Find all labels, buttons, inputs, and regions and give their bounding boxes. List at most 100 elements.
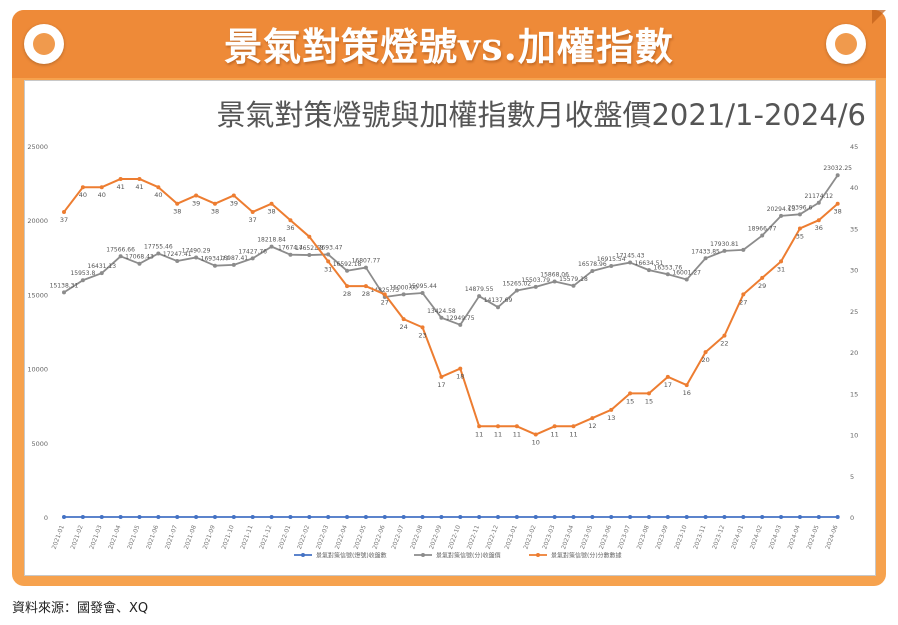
- x-tick-label: 2023-02: [522, 524, 537, 550]
- data-label: 31: [324, 265, 332, 273]
- x-tick-label: 2024-03: [768, 524, 783, 550]
- data-point: [420, 325, 425, 330]
- data-point: [703, 350, 708, 355]
- data-label: 20: [701, 356, 709, 364]
- data-point: [382, 515, 387, 519]
- data-label: 16578.96: [578, 261, 607, 268]
- data-point: [175, 201, 180, 206]
- x-tick-label: 2023-08: [636, 524, 651, 550]
- data-point: [137, 261, 142, 266]
- data-label: 14825.73: [370, 287, 399, 294]
- data-label: 18966.77: [748, 226, 777, 233]
- x-tick-label: 2023-01: [504, 524, 519, 550]
- data-label: 15095.44: [408, 283, 437, 290]
- data-label: 21174.12: [804, 193, 833, 200]
- series-line-2: [63, 174, 839, 326]
- circle-ornament-icon: [826, 24, 866, 64]
- y-left-tick-label: 10000: [27, 366, 48, 374]
- data-point: [401, 317, 406, 322]
- data-point: [118, 254, 123, 259]
- data-label: 29: [758, 282, 766, 290]
- data-point: [609, 263, 614, 268]
- data-point: [590, 416, 595, 421]
- data-label: 17755.46: [144, 244, 173, 251]
- y-left-tick-label: 15000: [27, 291, 48, 299]
- data-point: [496, 305, 501, 310]
- data-label: 18: [456, 373, 464, 381]
- data-point: [80, 278, 85, 283]
- data-point: [514, 288, 519, 293]
- data-label: 41: [135, 183, 143, 191]
- data-point: [175, 259, 180, 264]
- x-tick-label: 2022-04: [334, 524, 349, 550]
- data-label: 17: [664, 381, 672, 389]
- data-label: 17068.43: [125, 254, 154, 261]
- data-point: [156, 251, 161, 256]
- data-point: [571, 515, 576, 519]
- x-tick-label: 2024-02: [749, 524, 764, 550]
- x-tick-label: 2021-12: [258, 524, 273, 550]
- data-label: 35: [796, 232, 804, 240]
- data-point: [231, 515, 236, 519]
- data-point: [609, 407, 614, 412]
- x-tick-label: 2023-03: [541, 524, 556, 550]
- data-point: [665, 515, 670, 519]
- data-point: [684, 383, 689, 388]
- data-point: [439, 374, 444, 379]
- data-label: 11: [550, 430, 558, 438]
- y-right-tick-label: 0: [850, 514, 854, 522]
- x-tick-label: 2023-10: [673, 524, 688, 550]
- data-label: 12949.75: [446, 315, 475, 322]
- data-label: 36: [815, 224, 823, 232]
- data-point: [797, 515, 802, 519]
- data-label: 17674.4: [278, 245, 303, 252]
- data-point: [835, 173, 840, 178]
- data-label: 41: [116, 183, 124, 191]
- data-label: 16: [683, 389, 691, 397]
- data-label: 10: [532, 439, 540, 447]
- data-point: [307, 515, 312, 519]
- y-left-tick-label: 0: [44, 514, 48, 522]
- data-label: 17: [437, 381, 445, 389]
- data-label: 17427.76: [238, 248, 267, 255]
- y-left-tick-label: 20000: [27, 217, 48, 225]
- x-tick-label: 2021-09: [202, 524, 217, 550]
- y-left-tick-label: 25000: [27, 143, 48, 151]
- data-label: 40: [79, 191, 87, 199]
- data-point: [477, 424, 482, 429]
- data-point: [212, 263, 217, 268]
- data-point: [420, 515, 425, 519]
- data-label: 16431.13: [87, 263, 116, 270]
- y-right-tick-label: 30: [850, 267, 858, 275]
- data-point: [722, 515, 727, 519]
- data-point: [816, 218, 821, 223]
- data-point: [571, 283, 576, 288]
- x-tick-label: 2022-10: [447, 524, 462, 550]
- data-point: [533, 515, 538, 519]
- data-point: [684, 515, 689, 519]
- data-point: [401, 292, 406, 297]
- data-label: 24: [400, 323, 408, 331]
- data-label: 40: [154, 191, 162, 199]
- legend-marker: [301, 553, 305, 557]
- x-tick-label: 2021-05: [126, 524, 141, 550]
- data-point: [760, 515, 765, 519]
- data-point: [137, 176, 142, 181]
- data-label: 16915.54: [597, 256, 626, 263]
- line-chart: 0 5000 10000 15000 20000 25000 0 5 10 15 20 25 30 35 4…: [27, 143, 858, 560]
- legend-label: 景氣對策信號(分)分數數據: [551, 552, 622, 560]
- data-point: [250, 209, 255, 214]
- legend-marker: [536, 553, 540, 557]
- data-point: [797, 212, 802, 217]
- y-left-tick-label: 5000: [31, 440, 48, 448]
- data-point: [250, 515, 255, 519]
- data-label: 37: [249, 216, 257, 224]
- data-point: [741, 247, 746, 252]
- x-tick-label: 2021-04: [107, 524, 122, 550]
- data-label: 28: [343, 290, 351, 298]
- data-point: [269, 201, 274, 206]
- data-point: [628, 391, 633, 396]
- x-tick-label: 2023-11: [692, 524, 707, 550]
- data-label: 17566.66: [106, 246, 135, 253]
- data-point: [307, 253, 312, 258]
